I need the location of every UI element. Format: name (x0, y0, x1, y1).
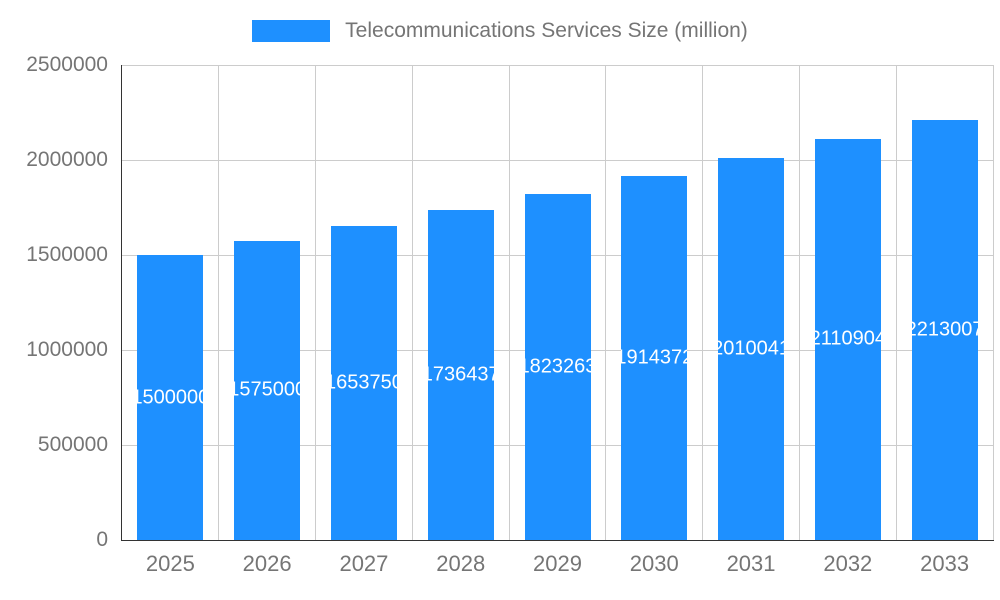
v-gridline (895, 65, 897, 540)
v-gridline (508, 65, 510, 540)
y-tick-label: 0 (96, 528, 108, 551)
v-gridline (315, 65, 317, 540)
bar[interactable]: 1823263 (524, 193, 591, 540)
x-tick-label: 2030 (629, 551, 679, 576)
x-tick-label: 2033 (920, 551, 970, 576)
y-tick-label: 2000000 (26, 148, 108, 171)
y-tick-label: 500000 (37, 433, 108, 456)
x-tick-label: 2025 (145, 551, 195, 576)
bar[interactable]: 1914372 (621, 176, 688, 540)
legend-swatch (252, 20, 331, 42)
bar-value-label: 2213007 (912, 318, 978, 341)
bar-value-label: 2010041 (718, 337, 784, 360)
bar-value-label: 2110904 (814, 327, 881, 350)
v-gridline (798, 65, 800, 540)
h-gridline (122, 159, 993, 161)
bar[interactable]: 1736437 (427, 210, 494, 540)
bar-value-label: 1500000 (137, 386, 203, 408)
bar[interactable]: 1653750 (330, 225, 397, 540)
y-tick-label: 2500000 (26, 53, 108, 76)
bar-value-label: 1575000 (234, 378, 300, 401)
x-tick-label: 2026 (242, 551, 292, 576)
bar-value-label: 1914372 (621, 346, 687, 369)
bar[interactable]: 2213007 (911, 119, 978, 540)
bar[interactable]: 2110904 (814, 138, 881, 540)
bar[interactable]: 1500000 (137, 255, 204, 540)
v-gridline (992, 65, 994, 540)
v-gridline (702, 65, 704, 540)
v-gridline (411, 65, 413, 540)
bar-value-label: 1653750 (331, 371, 397, 394)
legend-label: Telecommunications Services Size (millio… (345, 19, 748, 42)
x-tick-label: 2029 (533, 551, 582, 576)
bar[interactable]: 2010041 (718, 158, 785, 540)
plot-area: 1500000 1575000 1653750 1736437 1823263 19143… (122, 64, 994, 540)
y-tick-label: 1000000 (26, 338, 108, 361)
x-axis-line (121, 540, 994, 541)
x-tick-label: 2032 (823, 551, 873, 576)
v-gridline (605, 65, 607, 540)
x-tick-label: 2028 (436, 551, 486, 576)
y-tick-label: 1500000 (26, 243, 108, 266)
v-gridline (218, 65, 220, 540)
y-axis-line (121, 65, 122, 541)
x-tick-label: 2027 (339, 551, 389, 576)
h-gridline (122, 64, 993, 66)
bar-value-label: 1823263 (525, 355, 591, 378)
legend: Telecommunications Services Size (millio… (0, 19, 1000, 43)
bar[interactable]: 1575000 (234, 240, 301, 540)
x-tick-label: 2031 (726, 551, 776, 576)
bar-value-label: 1736437 (428, 363, 494, 386)
